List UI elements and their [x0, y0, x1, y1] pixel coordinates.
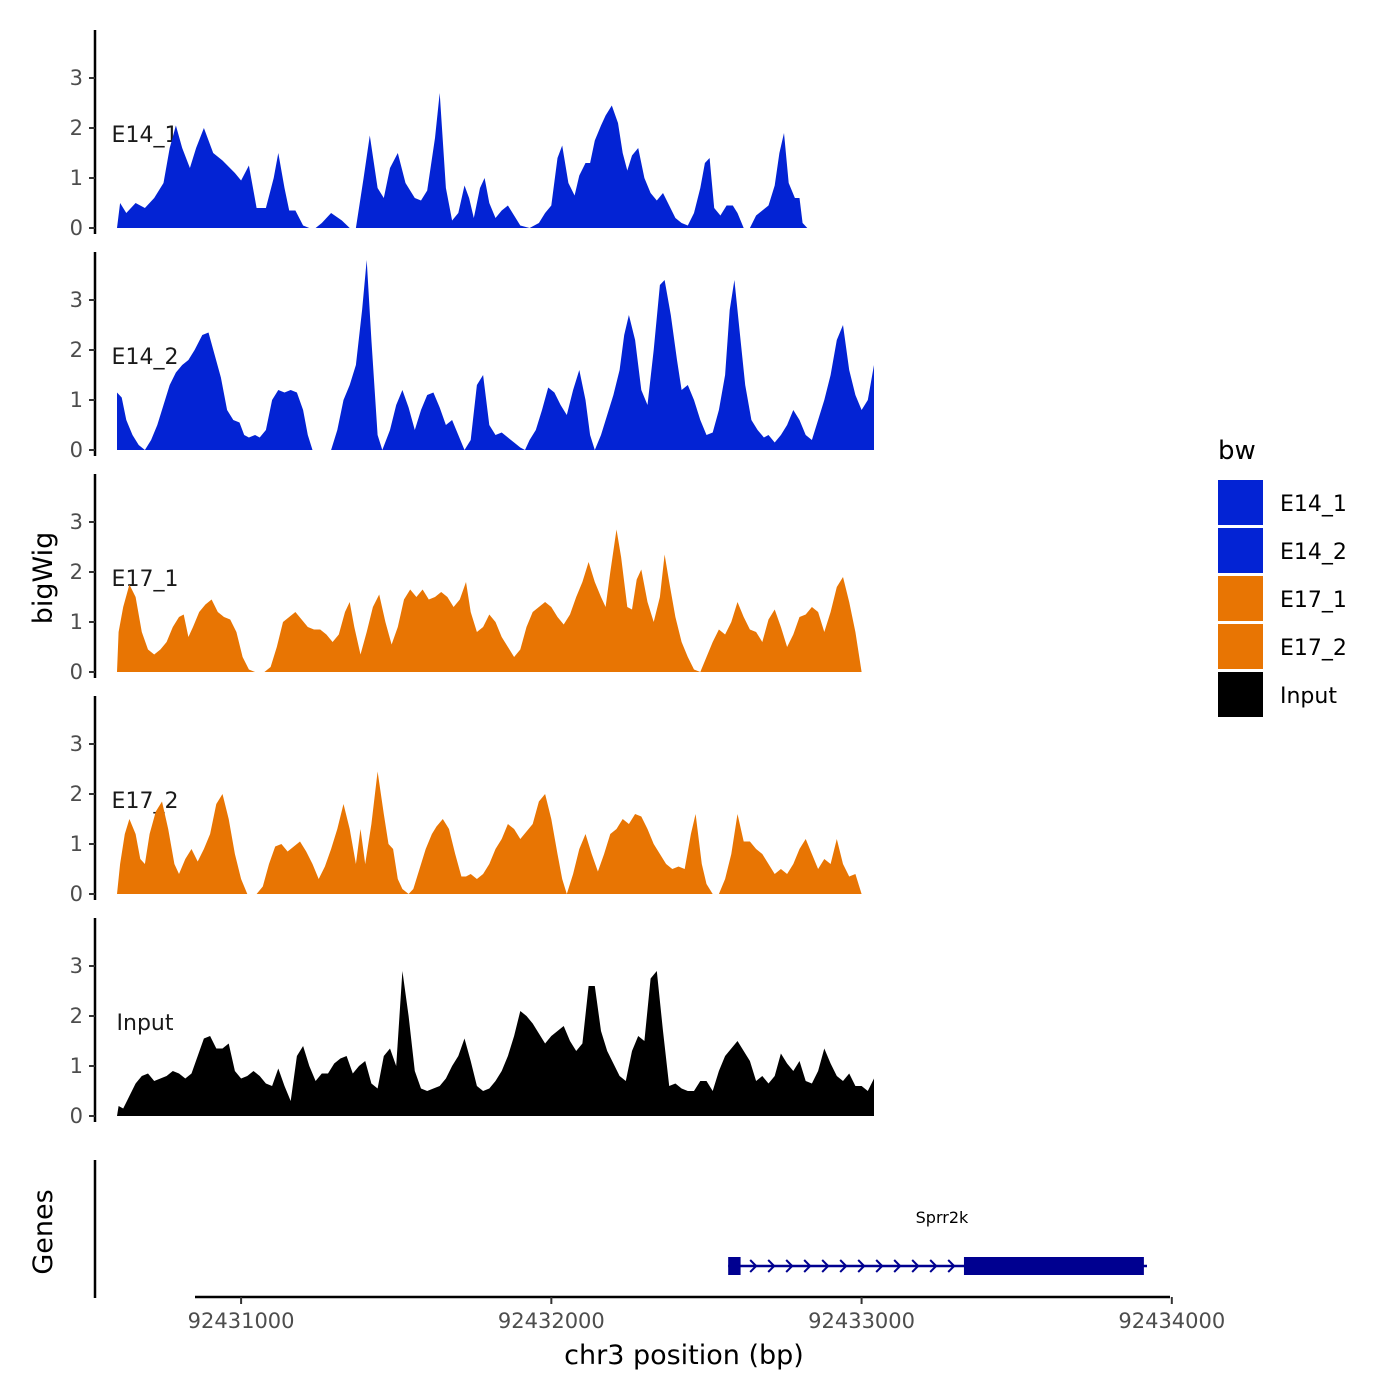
x-tick-label: 92432000: [498, 1309, 605, 1333]
y-tick-label: 2: [70, 1004, 83, 1028]
gene-name-label: Sprr2k: [916, 1208, 969, 1227]
gene-exon: [963, 1257, 1144, 1275]
legend-swatch-Input: [1218, 672, 1263, 717]
strand-arrow: [749, 1259, 758, 1273]
x-tick-label: 92434000: [1118, 1309, 1225, 1333]
strand-arrow: [947, 1259, 956, 1273]
coverage-area-E17_1: [117, 529, 862, 672]
strand-arrow: [821, 1259, 830, 1273]
y-tick-label: 0: [70, 882, 83, 906]
strand-arrow: [875, 1259, 884, 1273]
coverage-area-E17_2: [117, 771, 862, 894]
x-axis: 92431000 92432000 92433000 92434000: [188, 1295, 1225, 1333]
strand-arrow: [857, 1259, 866, 1273]
x-tick-label: 92431000: [188, 1309, 295, 1333]
gene-panel: Sprr2k: [93, 1160, 1147, 1298]
y-tick-label: 0: [70, 660, 83, 684]
track-E14_1: 0 1 2 3 E14_1: [70, 30, 808, 240]
legend-swatch-E14_2: [1218, 528, 1263, 573]
track-E17_2: 0 1 2 3 E17_2: [70, 696, 862, 906]
strand-arrow: [767, 1259, 776, 1273]
y-tick-label: 2: [70, 338, 83, 362]
coverage-area-E14_1: [117, 93, 808, 228]
y-tick-label: 3: [70, 66, 83, 90]
legend-label: Input: [1280, 684, 1337, 709]
track-E14_2: 0 1 2 3 E14_2: [70, 252, 874, 462]
track-label: E17_1: [112, 567, 179, 592]
legend-label: E17_2: [1280, 636, 1347, 661]
y-tick-label: 2: [70, 116, 83, 140]
track-Input: 0 1 2 3 Input: [70, 918, 874, 1128]
y-tick-label: 2: [70, 782, 83, 806]
coverage-area-E14_2: [117, 260, 874, 450]
y-tick-label: 1: [70, 388, 83, 412]
track-label: E14_2: [112, 345, 179, 370]
y-tick-label: 3: [70, 954, 83, 978]
strand-arrow: [785, 1259, 794, 1273]
strand-arrow: [911, 1259, 920, 1273]
legend-label: E17_1: [1280, 588, 1347, 613]
track-label: Input: [117, 1011, 174, 1036]
gene-exon: [728, 1257, 741, 1275]
y-tick-label: 3: [70, 288, 83, 312]
strand-arrow: [893, 1259, 902, 1273]
strand-arrow: [839, 1259, 848, 1273]
coverage-area-Input: [117, 971, 874, 1116]
legend-swatch-E17_2: [1218, 624, 1263, 669]
legend: bw E14_1 E14_2 E17_1 E17_2 Input: [1218, 436, 1347, 717]
y-tick-label: 1: [70, 832, 83, 856]
x-tick-label: 92433000: [808, 1309, 915, 1333]
legend-label: E14_2: [1280, 540, 1347, 565]
legend-swatch-E14_1: [1218, 480, 1263, 525]
strand-arrow: [929, 1259, 938, 1273]
y-tick-label: 1: [70, 1054, 83, 1078]
y-tick-label: 0: [70, 438, 83, 462]
y-tick-label: 3: [70, 510, 83, 534]
genes-panel-title: Genes: [28, 1189, 59, 1274]
legend-title: bw: [1218, 436, 1256, 466]
track-E17_1: 0 1 2 3 E17_1: [70, 474, 862, 684]
track-label: E17_2: [112, 789, 179, 814]
y-tick-label: 0: [70, 1104, 83, 1128]
strand-arrow: [803, 1259, 812, 1273]
y-tick-label: 1: [70, 610, 83, 634]
gene-Sprr2k: Sprr2k: [728, 1208, 1147, 1275]
y-tick-label: 3: [70, 732, 83, 756]
legend-swatch-E17_1: [1218, 576, 1263, 621]
y-axis-title: bigWig: [28, 532, 59, 625]
track-panels: 0 1 2 3 E14_1 0 1 2 3 E14_2 0 1 2 3 E17_1 0 1 2 3 E17_2 0 1 2 3…: [70, 30, 874, 1128]
legend-label: E14_1: [1280, 492, 1347, 517]
y-tick-label: 1: [70, 166, 83, 190]
y-tick-label: 2: [70, 560, 83, 584]
y-tick-label: 0: [70, 216, 83, 240]
track-label: E14_1: [112, 123, 179, 148]
x-axis-title: chr3 position (bp): [564, 1340, 804, 1371]
